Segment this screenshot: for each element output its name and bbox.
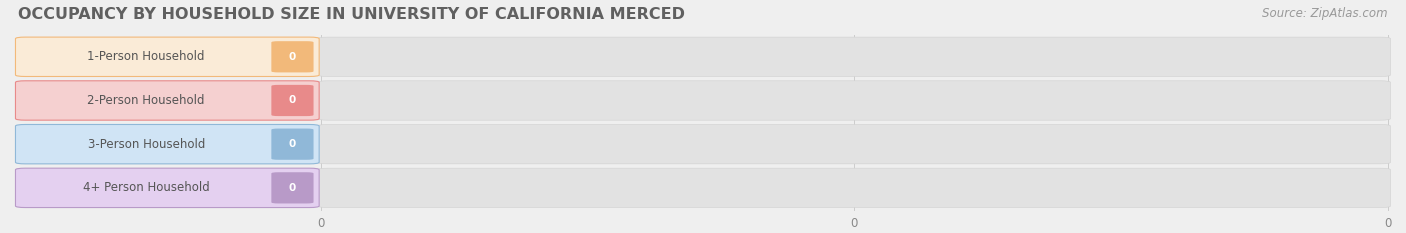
Text: 0: 0 — [1384, 217, 1392, 230]
Text: Source: ZipAtlas.com: Source: ZipAtlas.com — [1263, 7, 1388, 20]
Text: OCCUPANCY BY HOUSEHOLD SIZE IN UNIVERSITY OF CALIFORNIA MERCED: OCCUPANCY BY HOUSEHOLD SIZE IN UNIVERSIT… — [18, 7, 685, 22]
Text: 0: 0 — [288, 139, 297, 149]
Text: 0: 0 — [288, 52, 297, 62]
Text: 0: 0 — [851, 217, 858, 230]
Text: 3-Person Household: 3-Person Household — [87, 138, 205, 151]
Text: 4+ Person Household: 4+ Person Household — [83, 181, 209, 194]
Text: 0: 0 — [288, 183, 297, 193]
Text: 0: 0 — [288, 96, 297, 106]
Text: 0: 0 — [316, 217, 325, 230]
Text: 2-Person Household: 2-Person Household — [87, 94, 205, 107]
Text: 1-Person Household: 1-Person Household — [87, 50, 205, 63]
